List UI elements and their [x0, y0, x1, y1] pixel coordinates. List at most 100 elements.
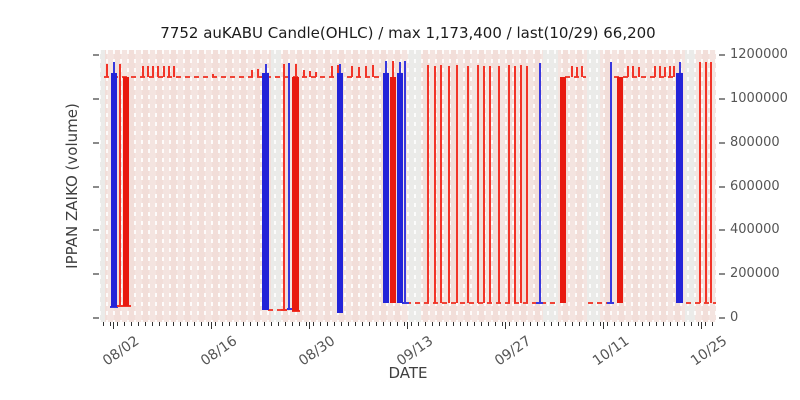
thin-candle [288, 62, 290, 309]
x-minor-tick [467, 322, 468, 326]
x-minor-tick [670, 322, 671, 326]
thin-candle [427, 65, 429, 304]
day-column [583, 50, 590, 322]
x-minor-tick [460, 322, 461, 326]
candle-wick [669, 65, 671, 77]
x-minor-tick [572, 322, 573, 326]
y-right-tick [719, 185, 725, 188]
day-gridline [358, 50, 360, 322]
candle-body [397, 72, 403, 304]
x-minor-tick [264, 322, 265, 326]
x-minor-tick [173, 322, 174, 326]
candle-body [111, 72, 117, 308]
candle-wick [571, 65, 573, 77]
day-gridline [190, 50, 192, 322]
y-tick-label: 400000 [730, 222, 780, 238]
x-minor-tick [236, 322, 237, 326]
day-column [611, 50, 618, 322]
x-minor-tick [446, 322, 447, 326]
day-column [569, 50, 576, 322]
candle-wick [358, 66, 360, 77]
day-gridline [624, 50, 626, 322]
x-minor-tick [614, 322, 615, 326]
candle-wick [168, 65, 170, 77]
x-minor-tick [208, 322, 209, 326]
thin-candle [467, 65, 469, 304]
day-column [709, 50, 716, 322]
day-gridline [100, 50, 101, 322]
close-dash-segment [614, 75, 676, 78]
y-right-tick [719, 273, 725, 276]
x-minor-tick [425, 322, 426, 326]
day-gridline [568, 50, 570, 322]
x-minor-tick [271, 322, 272, 326]
day-gridline [596, 50, 598, 322]
candle-foot [536, 302, 543, 305]
day-gridline [491, 50, 493, 322]
candle-wick [264, 63, 267, 75]
candle-wick [581, 65, 583, 77]
candle-wick [331, 66, 333, 77]
candle-wick [303, 70, 305, 77]
x-minor-tick [320, 322, 321, 326]
candle-wick [163, 65, 165, 77]
candle-wick [638, 66, 640, 77]
thin-candle [699, 62, 701, 304]
day-column [639, 50, 646, 322]
candle-foot [281, 308, 287, 311]
day-gridline [316, 50, 318, 322]
candle-body [676, 72, 683, 304]
x-minor-tick [103, 322, 104, 326]
candle-wick [664, 66, 666, 77]
day-gridline [309, 50, 311, 322]
thin-candle [489, 65, 491, 304]
candle-body [123, 76, 129, 306]
day-column [331, 50, 338, 322]
candle-wick [257, 69, 259, 77]
day-gridline [302, 50, 304, 322]
x-minor-tick [698, 322, 699, 326]
day-gridline [442, 50, 444, 322]
thin-candle [448, 65, 450, 304]
candle-body [292, 76, 299, 311]
x-minor-tick [355, 322, 356, 326]
candle-wick [315, 71, 317, 77]
x-minor-tick [558, 322, 559, 326]
day-gridline [687, 50, 689, 322]
x-minor-tick [348, 322, 349, 326]
x-minor-tick [663, 322, 664, 326]
day-gridline [141, 50, 143, 322]
thin-candle [434, 65, 436, 304]
x-minor-tick [292, 322, 293, 326]
day-gridline [631, 50, 633, 322]
day-gridline [197, 50, 199, 322]
x-minor-tick [453, 322, 454, 326]
close-dash-segment [565, 75, 586, 78]
candle-wick [142, 65, 144, 77]
y-left-tick [93, 185, 99, 188]
candle-wick [385, 60, 387, 75]
x-minor-tick [278, 322, 279, 326]
x-minor-tick [166, 322, 167, 326]
thin-candle [508, 65, 510, 304]
y-right-tick [719, 141, 725, 144]
day-column [513, 50, 520, 322]
y-right-tick [719, 229, 725, 232]
x-minor-tick [474, 322, 475, 326]
day-gridline [351, 50, 353, 322]
candle-wick [337, 65, 339, 77]
x-minor-tick [607, 322, 608, 326]
no-data-band [100, 50, 105, 322]
x-minor-tick [222, 322, 223, 326]
x-minor-tick [390, 322, 391, 326]
y-tick-label: 200000 [730, 266, 780, 282]
y-tick-label: 800000 [730, 134, 780, 150]
day-gridline [582, 50, 584, 322]
x-minor-tick [411, 322, 412, 326]
y-tick-label: 600000 [730, 178, 780, 194]
thin-candle [119, 63, 121, 308]
no-data-band [271, 50, 281, 322]
day-column [205, 50, 212, 322]
x-minor-tick [152, 322, 153, 326]
x-major-tick [505, 322, 506, 329]
